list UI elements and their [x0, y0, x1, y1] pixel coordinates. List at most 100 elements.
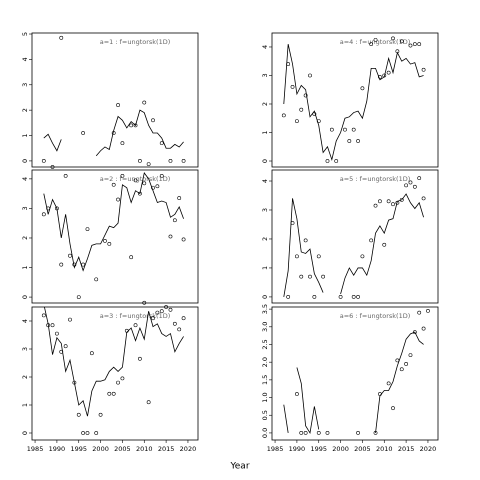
x-tick-label: 2010 — [136, 445, 153, 453]
data-point — [159, 174, 164, 178]
data-point — [85, 431, 90, 435]
data-point — [81, 431, 86, 435]
data-point — [395, 358, 400, 363]
data-point — [155, 310, 160, 315]
data-point — [41, 212, 46, 217]
data-point — [50, 165, 55, 169]
data-point — [290, 84, 295, 89]
panel: a=6 : f=ungtorsk(1D) 0.0 0.5 1.0 1.5 2.0 2.5 3.… — [261, 304, 439, 453]
y-tick-label: 1 — [261, 266, 269, 270]
data-point — [386, 381, 391, 386]
data-point — [356, 139, 360, 143]
y-tick-label: 3 — [261, 208, 269, 212]
data-point — [55, 331, 59, 336]
data-point — [294, 119, 299, 123]
panel: a=5 : f=ungtorsk(1D) 0 1 2 3 4 — [261, 169, 439, 304]
data-point — [172, 218, 177, 223]
data-point — [159, 309, 164, 314]
data-point — [360, 86, 365, 91]
data-point — [373, 37, 378, 42]
fit-line — [375, 331, 424, 433]
data-point — [137, 356, 142, 361]
data-point — [89, 351, 94, 356]
data-point — [146, 162, 151, 166]
data-point — [377, 199, 382, 204]
y-tick-label: 2 — [21, 375, 29, 379]
y-tick-label: 1.0 — [261, 392, 269, 402]
data-point — [395, 200, 400, 205]
data-point — [85, 227, 90, 232]
data-point — [377, 392, 382, 396]
data-point — [116, 197, 120, 202]
panel-frame — [31, 306, 199, 441]
data-point — [81, 131, 86, 135]
y-tick-label: 3 — [261, 73, 269, 77]
data-point — [129, 255, 134, 260]
data-point — [68, 317, 72, 322]
y-tick-label: 1 — [21, 403, 29, 407]
data-point — [373, 431, 378, 435]
data-point — [391, 202, 395, 207]
data-point — [129, 123, 134, 128]
panel-frame — [31, 169, 199, 304]
data-point — [168, 307, 173, 312]
data-point — [334, 159, 339, 163]
data-point — [68, 253, 72, 258]
x-tick-label: 1985 — [27, 445, 44, 453]
data-point — [120, 376, 125, 381]
fit-line — [95, 109, 184, 157]
y-tick-label: 2.5 — [261, 339, 269, 349]
data-point — [369, 42, 374, 47]
data-point — [120, 174, 125, 178]
data-point — [111, 391, 116, 396]
y-tick-label: 0.0 — [261, 428, 269, 438]
data-point — [308, 73, 312, 78]
panel: a=4 : f=ungtorsk(1D) 0 1 2 3 4 — [261, 32, 439, 168]
data-point — [181, 316, 186, 321]
data-point — [133, 123, 138, 128]
data-point — [81, 262, 86, 267]
data-point — [168, 234, 173, 239]
data-point — [294, 392, 299, 396]
data-point — [369, 238, 374, 243]
x-tick-label: 2020 — [420, 445, 437, 453]
data-point — [181, 159, 186, 163]
x-axis-label: Year — [229, 462, 249, 472]
x-tick-label: 2005 — [354, 445, 371, 453]
data-point — [286, 295, 291, 299]
x-tick-label: 2015 — [158, 445, 175, 453]
panel-frame — [271, 306, 439, 441]
data-point — [59, 35, 64, 40]
x-tick-label: 1985 — [267, 445, 284, 453]
x-tick-label: 1990 — [49, 445, 66, 453]
data-point — [421, 196, 426, 201]
data-point — [159, 141, 164, 146]
data-point — [356, 431, 360, 435]
data-point — [377, 75, 382, 79]
data-point — [399, 367, 404, 372]
data-point — [41, 313, 46, 318]
data-point — [151, 316, 155, 321]
data-point — [399, 197, 404, 202]
y-tick-label: 3.5 — [261, 304, 269, 314]
data-point — [137, 159, 142, 163]
y-tick-label: 4 — [21, 177, 29, 181]
y-tick-label: 4 — [261, 45, 269, 49]
data-point — [382, 73, 387, 78]
data-point — [412, 184, 417, 189]
data-point — [281, 113, 286, 118]
data-point — [421, 326, 426, 331]
data-point — [98, 412, 103, 417]
data-point — [46, 206, 51, 211]
data-point — [72, 262, 77, 267]
data-point — [391, 406, 395, 411]
x-tick-label: 2015 — [398, 445, 415, 453]
x-tick-label: 2010 — [376, 445, 393, 453]
data-point — [299, 107, 304, 112]
data-point — [412, 330, 417, 335]
panel: a=3 : f=ungtorsk(1D) 0 1 2 3 4 1985 1990 1995 200… — [21, 300, 199, 453]
data-point — [76, 295, 81, 299]
data-point — [151, 185, 155, 190]
